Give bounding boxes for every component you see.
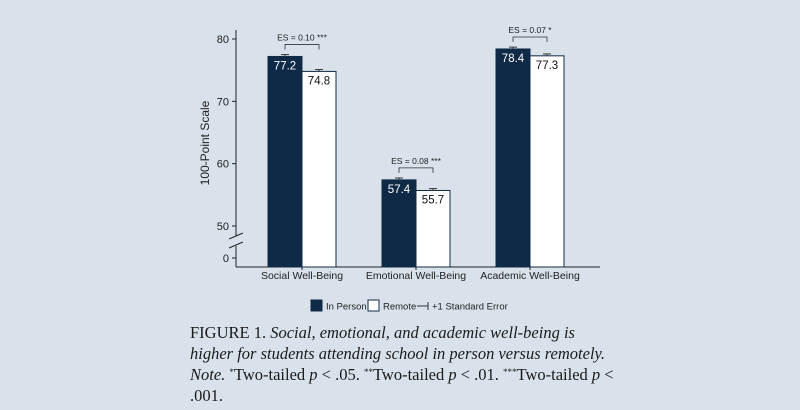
note-sup-2: ** — [363, 367, 373, 377]
note-sup-3: *** — [503, 367, 517, 377]
x-tick-label: Academic Well-Being — [480, 270, 580, 282]
x-tick-label: Social Well-Being — [261, 270, 343, 282]
note-threshold-3: < .001. — [190, 365, 614, 405]
data-label: 78.4 — [502, 53, 525, 65]
bar — [495, 48, 531, 268]
note-threshold-2: < .01. — [460, 365, 499, 384]
x-tick-label: Emotional Well-Being — [366, 270, 466, 282]
note-p-3: p — [591, 365, 601, 384]
axis-break-mark — [228, 241, 244, 249]
bar — [415, 189, 451, 268]
data-label: 74.8 — [308, 75, 330, 87]
note-threshold-1: < .05. — [321, 365, 360, 384]
figure-title: Social, emotional, and academic well-bei… — [190, 323, 606, 363]
note-text-1: Two-tailed — [233, 365, 310, 384]
effect-size-bracket — [284, 44, 320, 50]
data-label: 77.2 — [274, 60, 296, 72]
note-sup-1: * — [229, 367, 234, 377]
note-text-2: Two-tailed — [372, 365, 449, 384]
y-tick-label: 70 — [217, 96, 229, 108]
y-tick-label: 80 — [217, 34, 229, 46]
bar — [529, 55, 565, 268]
effect-size-bracket — [512, 36, 548, 42]
axis-break-mark — [228, 232, 244, 240]
note-p-1: p — [309, 365, 318, 384]
legend-label-remote: Remote — [383, 302, 416, 313]
y-tick-label: 60 — [217, 159, 229, 171]
legend-swatch-remote — [367, 299, 380, 312]
note-label: Note. — [190, 365, 226, 384]
legend-label-standard-error: +1 Standard Error — [432, 302, 508, 313]
note-text-3: Two-tailed — [516, 365, 592, 384]
legend-swatch-in-person — [310, 299, 323, 312]
effect-size-label: ES = 0.10 *** — [277, 32, 328, 42]
data-label: 55.7 — [422, 194, 444, 206]
y-tick-label: 50 — [217, 221, 229, 233]
effect-size-bracket — [398, 167, 434, 173]
bars: 77.2 74.8 ES = 0.10 *** 57.4 55.7 ES = 0.08 *… — [267, 25, 565, 268]
legend-label-in-person: In Person — [326, 302, 367, 313]
figure-caption: FIGURE 1. Social, emotional, and academi… — [190, 322, 620, 406]
note-p-2: p — [448, 365, 457, 384]
figure-label: FIGURE 1. — [190, 323, 267, 342]
bar — [267, 55, 303, 268]
bar-chart: 0 50 60 70 80 Social Well-Being Emotional Well… — [198, 25, 600, 313]
y-tick-label: 0 — [223, 253, 229, 265]
bar — [301, 70, 337, 268]
effect-size-label: ES = 0.07 * — [508, 25, 552, 35]
effect-size-label: ES = 0.08 *** — [391, 156, 442, 166]
legend: In Person Remote +1 Standard Error — [310, 299, 508, 313]
data-label: 77.3 — [536, 60, 558, 72]
data-label: 57.4 — [388, 184, 411, 196]
y-axis-label: 100-Point Scale — [198, 100, 212, 185]
